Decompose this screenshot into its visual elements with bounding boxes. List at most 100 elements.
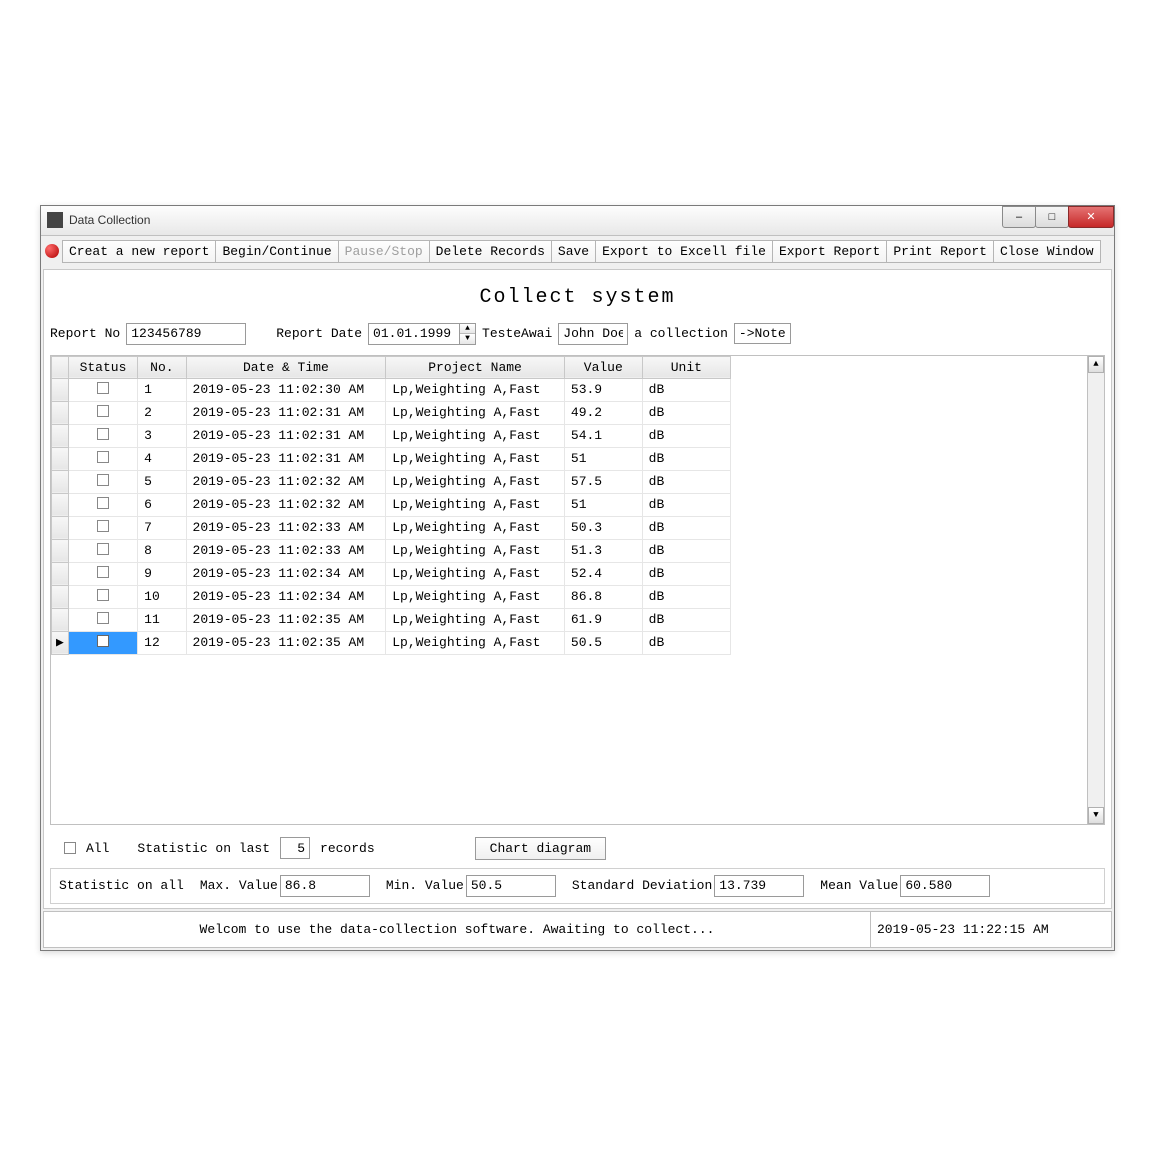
row-datetime: 2019-05-23 11:02:31 AM [186, 401, 386, 424]
row-checkbox[interactable] [97, 612, 109, 624]
row-status-cell[interactable] [68, 447, 137, 470]
export-excel-button[interactable]: Export to Excell file [595, 240, 773, 263]
row-no: 6 [138, 493, 186, 516]
spin-down-icon[interactable]: ▼ [460, 334, 475, 344]
toolbar: Creat a new report Begin/Continue Pause/… [41, 236, 1114, 267]
row-datetime: 2019-05-23 11:02:32 AM [186, 470, 386, 493]
row-checkbox[interactable] [97, 589, 109, 601]
table-row[interactable]: 72019-05-23 11:02:33 AMLp,Weighting A,Fa… [52, 516, 731, 539]
delete-records-button[interactable]: Delete Records [429, 240, 552, 263]
col-no[interactable]: No. [138, 356, 186, 378]
row-status-cell[interactable] [68, 516, 137, 539]
row-status-cell[interactable] [68, 631, 137, 654]
table-row[interactable]: 32019-05-23 11:02:31 AMLp,Weighting A,Fa… [52, 424, 731, 447]
chart-diagram-button[interactable]: Chart diagram [475, 837, 606, 860]
begin-continue-button[interactable]: Begin/Continue [215, 240, 338, 263]
stat-on-last-label: Statistic on last [137, 841, 270, 856]
table-row[interactable]: 52019-05-23 11:02:32 AMLp,Weighting A,Fa… [52, 470, 731, 493]
row-datetime: 2019-05-23 11:02:35 AM [186, 631, 386, 654]
table-row[interactable]: 92019-05-23 11:02:34 AMLp,Weighting A,Fa… [52, 562, 731, 585]
scroll-down-button[interactable]: ▼ [1088, 807, 1104, 824]
scroll-track[interactable] [1088, 373, 1104, 807]
tester-input[interactable] [558, 323, 628, 345]
row-status-cell[interactable] [68, 608, 137, 631]
report-no-label: Report No [50, 326, 120, 341]
table-row[interactable]: 102019-05-23 11:02:34 AMLp,Weighting A,F… [52, 585, 731, 608]
row-checkbox[interactable] [97, 566, 109, 578]
row-unit: dB [642, 493, 730, 516]
col-datetime[interactable]: Date & Time [186, 356, 386, 378]
row-no: 8 [138, 539, 186, 562]
row-checkbox[interactable] [97, 382, 109, 394]
table-row[interactable]: 42019-05-23 11:02:31 AMLp,Weighting A,Fa… [52, 447, 731, 470]
scroll-up-button[interactable]: ▲ [1088, 356, 1104, 373]
table-row[interactable]: 82019-05-23 11:02:33 AMLp,Weighting A,Fa… [52, 539, 731, 562]
col-unit[interactable]: Unit [642, 356, 730, 378]
row-checkbox[interactable] [97, 520, 109, 532]
export-report-button[interactable]: Export Report [772, 240, 887, 263]
note-button[interactable]: ->Note [734, 323, 791, 344]
vertical-scrollbar[interactable]: ▲ ▼ [1087, 356, 1104, 824]
table-row[interactable]: ▶122019-05-23 11:02:35 AMLp,Weighting A,… [52, 631, 731, 654]
row-checkbox[interactable] [97, 428, 109, 440]
row-indicator [52, 585, 69, 608]
row-datetime: 2019-05-23 11:02:33 AM [186, 539, 386, 562]
row-checkbox[interactable] [97, 635, 109, 647]
minimize-button[interactable]: – [1002, 206, 1036, 228]
row-checkbox[interactable] [97, 405, 109, 417]
col-status[interactable]: Status [68, 356, 137, 378]
table-row[interactable]: 12019-05-23 11:02:30 AMLp,Weighting A,Fa… [52, 378, 731, 401]
row-checkbox[interactable] [97, 497, 109, 509]
row-datetime: 2019-05-23 11:02:30 AM [186, 378, 386, 401]
col-project[interactable]: Project Name [386, 356, 565, 378]
row-unit: dB [642, 401, 730, 424]
row-no: 5 [138, 470, 186, 493]
stat-on-last-input[interactable] [280, 837, 310, 859]
row-project: Lp,Weighting A,Fast [386, 424, 565, 447]
report-date-label: Report Date [276, 326, 362, 341]
close-button[interactable]: ✕ [1068, 206, 1114, 228]
row-value: 50.3 [564, 516, 642, 539]
maximize-button[interactable]: □ [1035, 206, 1069, 228]
report-date-input[interactable] [368, 323, 460, 345]
collection-label: a collection [634, 326, 728, 341]
row-status-cell[interactable] [68, 470, 137, 493]
col-value[interactable]: Value [564, 356, 642, 378]
row-status-cell[interactable] [68, 562, 137, 585]
date-spinner[interactable]: ▲▼ [460, 323, 476, 345]
row-project: Lp,Weighting A,Fast [386, 516, 565, 539]
save-button[interactable]: Save [551, 240, 596, 263]
create-report-button[interactable]: Creat a new report [62, 240, 216, 263]
table-row[interactable]: 112019-05-23 11:02:35 AMLp,Weighting A,F… [52, 608, 731, 631]
report-date-picker[interactable]: ▲▼ [368, 323, 476, 345]
row-value: 50.5 [564, 631, 642, 654]
table-row[interactable]: 22019-05-23 11:02:31 AMLp,Weighting A,Fa… [52, 401, 731, 424]
pause-stop-button[interactable]: Pause/Stop [338, 240, 430, 263]
report-no-input[interactable] [126, 323, 246, 345]
row-checkbox[interactable] [97, 543, 109, 555]
min-value [466, 875, 556, 897]
row-status-cell[interactable] [68, 539, 137, 562]
row-status-cell[interactable] [68, 378, 137, 401]
print-report-button[interactable]: Print Report [886, 240, 994, 263]
row-project: Lp,Weighting A,Fast [386, 631, 565, 654]
max-value [280, 875, 370, 897]
row-datetime: 2019-05-23 11:02:33 AM [186, 516, 386, 539]
all-checkbox[interactable] [64, 842, 76, 854]
titlebar: Data Collection – □ ✕ [41, 206, 1114, 236]
close-window-button[interactable]: Close Window [993, 240, 1101, 263]
row-header-corner [52, 356, 69, 378]
spin-up-icon[interactable]: ▲ [460, 324, 475, 335]
row-checkbox[interactable] [97, 451, 109, 463]
row-datetime: 2019-05-23 11:02:34 AM [186, 585, 386, 608]
row-status-cell[interactable] [68, 585, 137, 608]
row-indicator [52, 516, 69, 539]
row-status-cell[interactable] [68, 493, 137, 516]
table-row[interactable]: 62019-05-23 11:02:32 AMLp,Weighting A,Fa… [52, 493, 731, 516]
row-checkbox[interactable] [97, 474, 109, 486]
row-value: 86.8 [564, 585, 642, 608]
row-value: 49.2 [564, 401, 642, 424]
row-status-cell[interactable] [68, 424, 137, 447]
row-unit: dB [642, 608, 730, 631]
row-status-cell[interactable] [68, 401, 137, 424]
